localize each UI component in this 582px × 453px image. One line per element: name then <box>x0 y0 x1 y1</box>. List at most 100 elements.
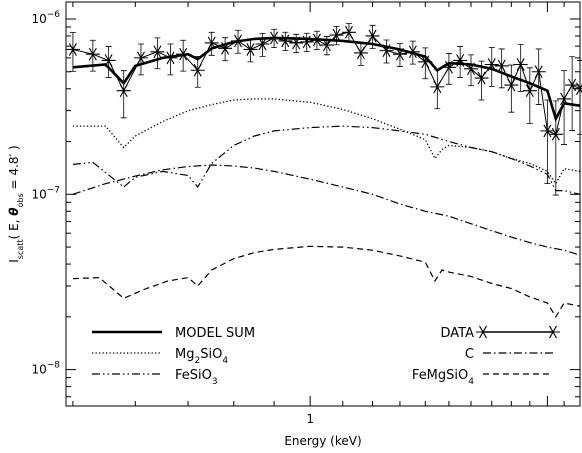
series-line-mg2sio4 <box>72 98 581 185</box>
data-point-marker <box>573 82 582 96</box>
data-point-marker <box>557 92 572 106</box>
data-error-bar <box>577 60 582 135</box>
data-error-bar <box>137 43 144 76</box>
series-line-c <box>72 164 581 256</box>
series-mg2sio4 <box>72 98 581 185</box>
data-point-marker <box>513 58 528 71</box>
data-point-marker <box>453 54 468 67</box>
legend-label-data: DATA <box>441 326 475 341</box>
y-tick-label: 10−8 <box>31 361 60 377</box>
data-point-marker <box>176 47 191 61</box>
data-error-bar <box>120 70 127 119</box>
data-point-marker <box>85 47 100 61</box>
data-error-bar <box>167 43 174 76</box>
y-tick-label: 10−7 <box>31 185 60 201</box>
data-error-bar <box>569 56 576 131</box>
y-axis-label: Iscatt( E, θobs = 4.8′ ) <box>7 145 25 262</box>
legend-data-marker <box>546 325 560 339</box>
series-layer <box>65 23 582 318</box>
x-axis-label: Energy (keV) <box>284 434 361 448</box>
plot-frame <box>65 1 581 407</box>
legend-label-model-sum: MODEL SUM <box>175 326 255 341</box>
data-point-marker <box>101 54 116 67</box>
data-error-bar <box>69 32 76 72</box>
data-error-bar <box>561 70 568 145</box>
series-data <box>65 23 582 196</box>
data-point-marker <box>243 43 258 56</box>
y-tick-label: 10−6 <box>31 10 60 26</box>
data-error-bar <box>468 54 475 87</box>
data-error-bar <box>180 39 187 72</box>
data-error-bar <box>544 99 551 185</box>
data-error-bar <box>89 39 96 72</box>
data-point-marker <box>309 33 324 47</box>
data-point-marker <box>464 62 479 76</box>
data-error-bar <box>478 60 485 101</box>
legend-data-marker <box>476 325 490 339</box>
data-point-marker <box>504 78 519 92</box>
data-point-marker <box>218 42 233 55</box>
data-error-bar <box>526 67 533 124</box>
data-point-marker <box>548 127 563 141</box>
data-point-marker <box>278 34 293 48</box>
series-c <box>72 164 581 256</box>
data-point-marker <box>441 60 456 74</box>
data-error-bar <box>552 100 559 196</box>
data-error-bar <box>445 53 452 85</box>
legend-label-c: C <box>465 347 474 362</box>
data-error-bar <box>517 44 524 93</box>
data-point-marker <box>484 58 499 71</box>
legend: MODEL SUM Mg2SiO4 FeSiO3 DATA C FeMgSiO4 <box>92 325 560 387</box>
data-point-marker <box>190 63 205 77</box>
data-point-marker <box>289 36 304 50</box>
data-error-bar <box>434 69 441 110</box>
data-point-marker <box>163 51 178 65</box>
data-point-marker <box>540 124 555 138</box>
y-tick-label-exponent: −6 <box>47 10 61 20</box>
series-line-femgsio4 <box>72 245 581 318</box>
data-point-marker <box>116 84 131 98</box>
data-point-marker <box>418 55 433 69</box>
data-point-marker <box>65 43 80 56</box>
data-point-marker <box>474 71 489 85</box>
data-point-marker <box>522 84 537 98</box>
legend-label-fesio3: FeSiO3 <box>175 368 218 387</box>
x-tick-labels: 1 <box>306 412 314 426</box>
y-tick-label-base: 10 <box>31 363 46 377</box>
data-point-marker <box>353 46 368 60</box>
data-point-marker <box>392 47 407 61</box>
data-point-marker <box>365 29 380 43</box>
y-tick-label-base: 10 <box>31 187 46 201</box>
series-femgsio4 <box>72 245 581 318</box>
y-tick-label-exponent: −8 <box>47 361 61 371</box>
data-error-bar <box>508 64 515 113</box>
axis-ticks <box>66 2 581 406</box>
data-point-marker <box>267 31 282 45</box>
data-point-marker <box>341 25 356 39</box>
y-tick-label-base: 10 <box>31 12 46 26</box>
data-point-marker <box>430 80 445 94</box>
y-tick-labels: 10−810−710−6 <box>31 10 60 377</box>
data-point-marker <box>150 45 165 59</box>
series-line-fesio3 <box>72 125 581 195</box>
data-point-marker <box>255 37 270 51</box>
y-tick-label-exponent: −7 <box>47 185 60 195</box>
data-error-bar <box>457 46 464 78</box>
data-point-marker <box>204 36 219 50</box>
data-error-bar <box>488 47 495 87</box>
data-point-marker <box>379 44 394 57</box>
data-error-bar <box>422 47 429 80</box>
data-error-bar <box>498 48 505 89</box>
series-fesio3 <box>72 125 581 195</box>
x-tick-label: 1 <box>306 412 314 426</box>
data-point-marker <box>319 38 334 52</box>
data-point-marker <box>405 45 420 59</box>
data-point-marker <box>329 28 344 42</box>
legend-data-markers <box>476 325 560 339</box>
data-point-marker <box>231 34 246 48</box>
legend-label-mg2sio4: Mg2SiO4 <box>175 347 228 366</box>
data-error-bar <box>154 37 161 70</box>
data-point-marker <box>531 65 546 79</box>
data-error-bar <box>105 46 112 78</box>
